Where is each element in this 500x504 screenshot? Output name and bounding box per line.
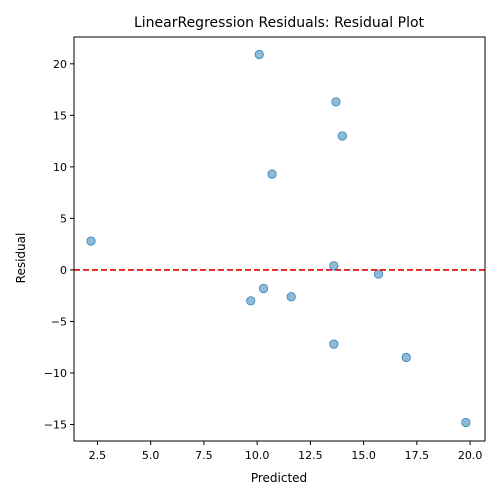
data-point-3 (331, 97, 341, 107)
y-tick-label: −5 (51, 315, 67, 328)
data-point-7 (373, 269, 384, 279)
data-point-8 (258, 283, 269, 294)
plot-marks (74, 49, 485, 428)
data-point-9 (286, 292, 296, 302)
x-tick-label: 15.0 (351, 449, 376, 462)
data-point-4 (337, 131, 347, 141)
data-point-5 (267, 169, 277, 179)
y-axis: −15 −10 −5 0 5 10 15 20 (44, 58, 74, 432)
y-tick-label: −15 (44, 419, 67, 432)
data-point-13 (461, 417, 471, 428)
data-point-12 (401, 352, 411, 363)
chart-title: LinearRegression Residuals: Residual Plo… (134, 15, 425, 31)
x-tick-label: 10.0 (245, 449, 270, 462)
data-point-6 (329, 261, 339, 271)
x-axis-label: Predicted (251, 471, 307, 485)
x-tick-label: 5.0 (142, 449, 160, 462)
x-tick-label: 2.5 (89, 449, 107, 462)
x-tick-label: 17.5 (405, 449, 430, 462)
y-tick-label: 20 (53, 58, 67, 71)
data-point-1 (86, 236, 96, 246)
y-tick-label: 10 (53, 161, 67, 174)
y-tick-label: 0 (60, 264, 67, 277)
data-point-10 (246, 296, 256, 306)
y-tick-label: 15 (53, 109, 67, 122)
y-tick-label: −10 (44, 367, 67, 380)
plot-frame (73, 36, 486, 442)
data-point-2 (254, 49, 264, 60)
x-tick-label: 12.5 (298, 449, 323, 462)
data-point-11 (329, 339, 339, 349)
x-tick-label: 7.5 (195, 449, 213, 462)
x-axis: 2.5 5.0 7.5 10.0 12.5 15.0 17.5 20.0 (89, 441, 483, 462)
y-axis-label: Residual (14, 233, 28, 284)
y-tick-label: 5 (60, 212, 67, 225)
x-tick-label: 20.0 (458, 449, 483, 462)
